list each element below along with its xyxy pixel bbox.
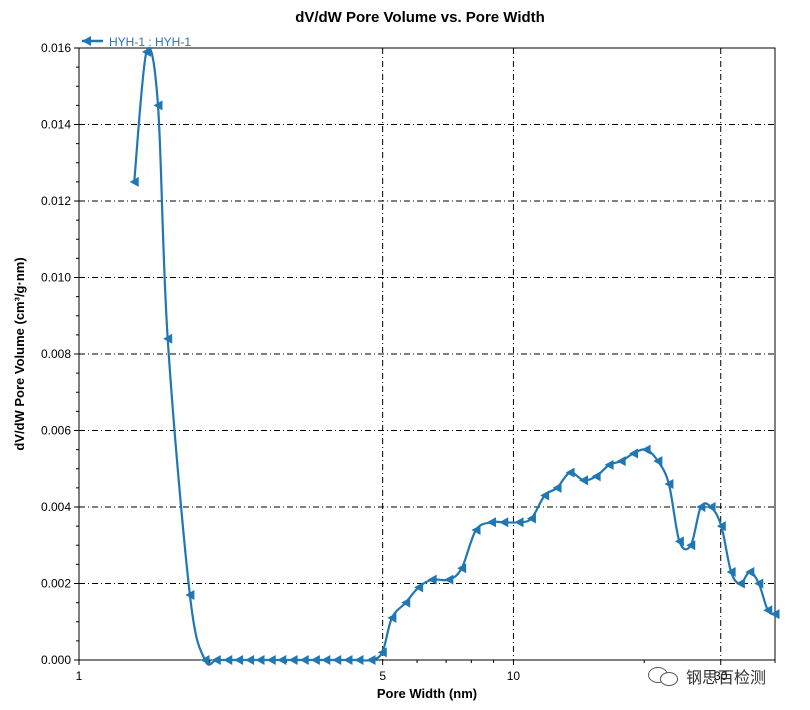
data-point [696,502,706,512]
data-point [427,574,437,585]
data-point [234,655,244,665]
data-point [674,536,684,547]
data-point [653,456,663,467]
x-tick-label: 30 [714,669,728,683]
data-point [706,502,716,512]
data-point [641,444,651,455]
data-point [565,467,575,478]
data-point [770,609,780,620]
y-tick-label: 0.006 [41,424,71,438]
data-point [444,574,454,585]
y-tick-label: 0.008 [41,347,71,361]
y-tick-label: 0.000 [41,653,71,667]
watermark-text: 钢思百检测 [686,668,767,687]
x-tick-label: 10 [507,669,521,683]
data-point [471,524,481,535]
data-point [629,448,639,459]
data-point [343,655,353,665]
data-point [457,563,467,574]
watermark: 钢思百检测 [648,664,766,688]
data-point [499,517,509,528]
y-tick-label: 0.002 [41,577,71,591]
data-point [514,517,524,528]
data-point [321,655,331,665]
y-tick-label: 0.012 [41,194,71,208]
data-point [211,655,221,665]
data-point [664,479,674,490]
y-tick-label: 0.010 [41,271,71,285]
data-point [552,482,562,493]
data-point [223,655,233,665]
x-axis-label: Pore Width (nm) [377,686,477,701]
x-tick-label: 5 [379,669,386,683]
data-point [129,176,139,187]
data-point [745,567,755,578]
data-point [310,655,320,665]
data-point [354,655,364,665]
data-point [686,540,696,551]
y-tick-label: 0.016 [41,41,71,55]
y-tick-label: 0.014 [41,118,71,132]
data-point [604,459,614,470]
series-group [129,46,780,666]
data-point [735,578,745,589]
data-point [616,456,626,467]
y-axis-label: dV/dW Pore Volume (cm³/g·nm) [12,257,27,450]
chart-title: dV/dW Pore Volume vs. Pore Width [295,9,545,26]
legend-marker [82,36,91,46]
y-tick-label: 0.004 [41,500,71,514]
data-point [141,46,151,57]
data-point [288,655,298,665]
data-point [754,578,764,589]
data-point [401,597,411,608]
data-point [387,612,397,623]
grid [79,48,775,660]
data-point [255,655,265,665]
data-point [726,567,736,578]
wechat-icon [648,665,680,687]
data-point [266,655,276,665]
data-point [332,655,342,665]
data-point [540,490,550,501]
data-point [763,605,773,616]
data-point [277,655,287,665]
data-point [526,513,536,524]
data-point [591,471,601,482]
data-point [579,475,589,486]
data-point [299,655,309,665]
data-point [153,100,163,111]
data-point [245,655,255,665]
series-line [133,46,776,666]
data-point [366,655,376,665]
legend-label: HYH-1 : HYH-1 [109,35,191,49]
data-point [200,655,210,665]
data-point [163,333,173,344]
data-point [414,582,424,593]
data-point [716,521,726,532]
legend: HYH-1 : HYH-1 [82,35,191,49]
data-point [486,517,496,528]
y-axis: 0.000 0.002 0.004 0.006 0.008 0.010 0.012 0.014… [41,41,79,667]
data-point [377,647,387,658]
x-tick-label: 1 [76,669,83,683]
data-point [185,589,195,600]
